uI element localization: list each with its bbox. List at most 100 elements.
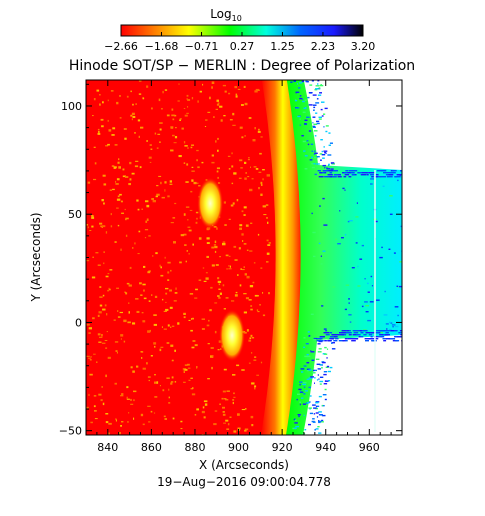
disk-speck: [178, 155, 182, 158]
off-limb-speck: [386, 328, 388, 330]
disk-speck: [244, 428, 249, 431]
off-limb-speck: [308, 104, 313, 106]
boundary-speck: [351, 170, 358, 172]
disk-speck: [99, 336, 103, 338]
colorbar-tick-label: 2.23: [311, 40, 336, 53]
disk-speck: [191, 317, 194, 320]
off-limb-speck: [295, 107, 300, 109]
disk-speck: [125, 176, 129, 178]
disk-speck: [97, 128, 100, 131]
disk-speck: [196, 159, 198, 162]
off-limb-speck: [311, 359, 315, 361]
disk-speck: [183, 312, 186, 315]
disk-speck: [156, 193, 160, 196]
disk-speck: [237, 413, 240, 416]
disk-speck: [146, 85, 149, 88]
off-limb-speck: [369, 301, 374, 303]
disk-speck: [159, 264, 161, 267]
disk-speck: [101, 199, 104, 202]
disk-speck: [241, 104, 244, 106]
off-limb-speck: [294, 422, 298, 424]
disk-speck: [184, 244, 187, 246]
disk-speck: [126, 398, 130, 400]
off-limb-speck: [301, 371, 304, 373]
off-limb-speck: [313, 407, 317, 409]
off-limb-speck: [320, 159, 322, 161]
disk-speck: [188, 379, 191, 381]
disk-speck: [102, 101, 104, 104]
disk-speck: [89, 373, 93, 376]
off-limb-speck: [397, 179, 399, 182]
disk-speck: [109, 269, 113, 271]
disk-speck: [256, 309, 259, 311]
disk-speck: [114, 241, 117, 243]
disk-speck: [131, 172, 135, 175]
disk-speck: [137, 208, 140, 211]
boundary-speck: [327, 174, 333, 176]
disk-speck: [133, 390, 137, 393]
off-limb-speck: [318, 395, 322, 398]
disk-speck: [120, 334, 124, 337]
boundary-speck: [371, 340, 377, 342]
disk-speck: [191, 170, 195, 172]
disk-speck: [260, 136, 263, 138]
disk-speck: [262, 292, 264, 294]
disk-speck: [226, 428, 230, 430]
off-limb-speck: [303, 365, 307, 367]
disk-speck: [116, 351, 118, 354]
off-limb-speck: [304, 99, 307, 101]
limb-bright-band: [261, 80, 301, 435]
off-limb-speck: [298, 87, 301, 89]
disk-speck: [252, 139, 256, 142]
boundary-speck: [334, 174, 339, 176]
disk-speck: [191, 97, 194, 100]
disk-speck: [201, 328, 205, 330]
boundary-speck: [319, 340, 324, 342]
disk-speck: [169, 183, 173, 185]
disk-speck: [254, 385, 257, 388]
disk-speck: [155, 195, 158, 198]
disk-speck: [135, 103, 137, 105]
boundary-speck: [396, 336, 402, 338]
disk-speck: [205, 119, 208, 121]
disk-speck: [114, 382, 117, 385]
disk-speck: [147, 330, 151, 333]
off-limb-speck: [347, 220, 350, 223]
off-limb-speck: [304, 355, 309, 358]
disk-speck: [222, 390, 226, 393]
boundary-speck: [390, 338, 396, 340]
boundary-speck: [347, 338, 353, 340]
disk-speck: [117, 316, 121, 318]
disk-speck: [164, 418, 167, 420]
disk-speck: [185, 260, 187, 263]
disk-speck: [174, 292, 178, 294]
disk-speck: [142, 367, 146, 370]
disk-speck: [194, 344, 198, 347]
off-limb-speck: [317, 343, 321, 345]
off-limb-speck: [319, 84, 324, 87]
boundary-speck: [323, 332, 330, 334]
boundary-speck: [344, 174, 350, 176]
boundary-speck: [344, 338, 348, 340]
disk-speck: [225, 419, 229, 422]
off-limb-speck: [327, 338, 330, 340]
off-limb-speck: [322, 250, 326, 252]
disk-speck: [198, 237, 202, 240]
boundary-speck: [368, 172, 375, 174]
disk-speck: [207, 343, 210, 345]
disk-speck: [138, 230, 141, 233]
disk-speck: [160, 274, 164, 277]
disk-speck: [97, 264, 101, 266]
disk-speck: [266, 239, 269, 242]
disk-speck: [117, 310, 119, 312]
disk-speck: [102, 402, 105, 406]
disk-speck: [97, 333, 101, 336]
disk-speck: [125, 217, 129, 220]
disk-speck: [181, 127, 184, 130]
disk-speck: [245, 408, 247, 410]
disk-speck: [194, 414, 197, 416]
disk-speck: [204, 126, 207, 127]
boundary-speck: [381, 170, 387, 172]
disk-speck: [186, 112, 189, 114]
disk-speck: [218, 288, 221, 290]
